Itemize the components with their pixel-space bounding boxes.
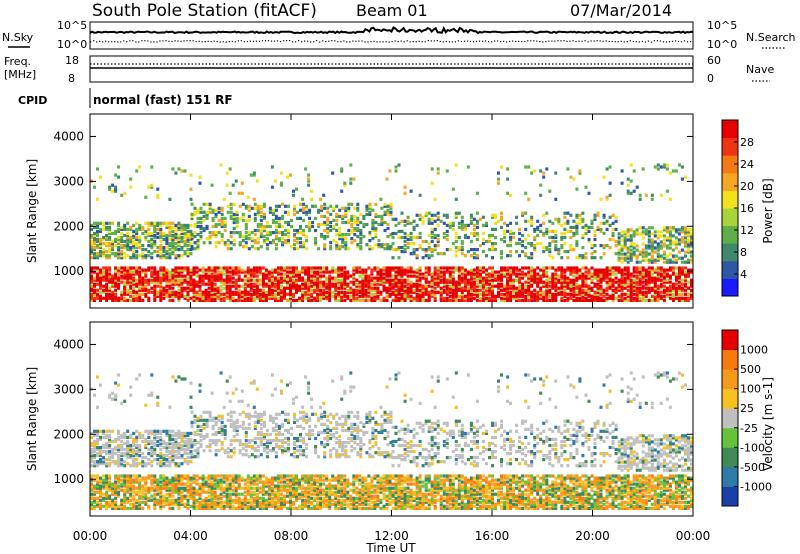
colorbar-tick-label: -500 xyxy=(740,461,765,474)
power-heatmap xyxy=(90,163,693,302)
nsearch-trace xyxy=(90,40,692,43)
colorbar-tick-label: -1000 xyxy=(740,480,772,493)
colorbar-tick-label: -100 xyxy=(740,441,765,454)
colorbar-tick-label: 24 xyxy=(740,158,754,171)
colorbar-swatch xyxy=(722,120,738,139)
nsky-tick-high: 10^5 xyxy=(57,19,87,32)
colorbar-swatch xyxy=(722,137,738,156)
nsky-tick-low: 10^0 xyxy=(57,38,87,51)
y-tick-label: 3000 xyxy=(53,174,84,188)
colorbar-swatch xyxy=(722,260,738,279)
freq-tick-low: 8 xyxy=(68,72,75,85)
freq-tick-high: 18 xyxy=(65,54,79,67)
nsearch-tick-low: 10^0 xyxy=(707,38,737,51)
x-tick-label: 08:00 xyxy=(274,529,309,543)
colorbar-swatch xyxy=(722,427,738,448)
colorbar-tick-label: 1000 xyxy=(740,344,768,357)
x-tick-label: 16:00 xyxy=(475,529,510,543)
colorbar-swatch xyxy=(722,447,738,468)
colorbar-swatch xyxy=(722,349,738,370)
cpid-mode-text: normal (fast) 151 RF xyxy=(93,93,233,107)
cpid-label: CPID xyxy=(18,94,47,107)
time-axis-label: Time UT xyxy=(365,541,416,554)
x-tick-label: 00:00 xyxy=(73,529,108,543)
date-label: 07/Mar/2014 xyxy=(570,1,672,20)
colorbar-swatch xyxy=(722,408,738,429)
colorbar-swatch xyxy=(722,243,738,262)
velocity-y-axis: 1000 2000 3000 4000 xyxy=(53,337,693,486)
power-y-axis: 1000 2000 3000 4000 xyxy=(53,129,693,278)
x-tick-label: 04:00 xyxy=(173,529,208,543)
colorbar-tick-label: 500 xyxy=(740,363,761,376)
cpid-row: CPID normal (fast) 151 RF xyxy=(18,88,233,108)
y-tick-label: 4000 xyxy=(53,129,84,143)
velocity-y-axis-label: Slant Range [km] xyxy=(25,367,39,471)
colorbar-swatch xyxy=(722,208,738,227)
colorbar-swatch xyxy=(722,225,738,244)
colorbar-tick-label: 20 xyxy=(740,180,754,193)
freq-label: Freq. xyxy=(4,55,31,68)
velocity-colorbar: 1000 500 100 25 -25 -100 -500 -1000 xyxy=(721,329,772,507)
nave-tick-high: 60 xyxy=(707,54,721,67)
velocity-heatmap xyxy=(90,371,693,510)
colorbar-swatch xyxy=(722,388,738,409)
y-tick-label: 2000 xyxy=(53,219,84,233)
colorbar-tick-label: 16 xyxy=(740,202,754,215)
colorbar-swatch xyxy=(722,486,738,507)
colorbar-tick-label: 4 xyxy=(740,268,747,281)
power-colorbar-label: Power [dB] xyxy=(761,178,775,243)
colorbar-swatch xyxy=(722,172,738,191)
colorbar-swatch xyxy=(722,278,738,297)
colorbar-tick-label: 8 xyxy=(740,246,747,259)
colorbar-tick-label: 12 xyxy=(740,224,754,237)
nsky-label: N.Sky xyxy=(2,31,34,44)
velocity-colorbar-label: Velocity [m s-1] xyxy=(761,377,775,471)
time-axis: 00:00 04:00 08:00 12:00 16:00 20:00 00:00 xyxy=(73,114,711,543)
colorbar-swatch xyxy=(722,369,738,390)
power-colorbar: 4 8 12 16 20 24 28 xyxy=(721,119,754,297)
colorbar-tick-label: 25 xyxy=(740,402,754,415)
power-panel: 1000 2000 3000 4000 Slant Range [km] 4 8 12 16… xyxy=(25,113,775,309)
colorbar-swatch xyxy=(722,190,738,209)
y-tick-label: 4000 xyxy=(53,337,84,351)
y-tick-label: 1000 xyxy=(53,472,84,486)
beam-label: Beam 01 xyxy=(356,1,428,20)
y-tick-label: 2000 xyxy=(53,427,84,441)
nsky-trace xyxy=(89,25,694,35)
power-y-axis-label: Slant Range [km] xyxy=(25,159,39,263)
colorbar-swatch xyxy=(722,466,738,487)
nsearch-label: N.Search xyxy=(746,31,796,44)
colorbar-tick-label: 100 xyxy=(740,383,761,396)
nsearch-tick-high: 10^5 xyxy=(707,19,737,32)
velocity-panel: 1000 2000 3000 4000 Slant Range [km] 1000 50… xyxy=(25,321,775,517)
freq-unit-label: [MHz] xyxy=(4,68,36,81)
freq-panel: Freq. [MHz] 18 8 60 0 Nave xyxy=(4,54,774,85)
colorbar-tick-label: 28 xyxy=(740,136,754,149)
station-title: South Pole Station (fitACF) xyxy=(92,1,317,21)
nave-label: Nave xyxy=(746,63,774,76)
x-tick-label: 20:00 xyxy=(575,529,610,543)
colorbar-tick-label: -25 xyxy=(740,422,758,435)
nave-tick-low: 0 xyxy=(707,72,714,85)
noise-panel: N.Sky 10^5 10^0 10^5 10^0 N.Search xyxy=(2,19,796,51)
y-tick-label: 1000 xyxy=(53,264,84,278)
x-tick-label: 12:00 xyxy=(374,529,409,543)
y-tick-label: 3000 xyxy=(53,382,84,396)
colorbar-swatch xyxy=(722,330,738,351)
colorbar-swatch xyxy=(722,155,738,174)
x-tick-label: 00:00 xyxy=(676,529,711,543)
